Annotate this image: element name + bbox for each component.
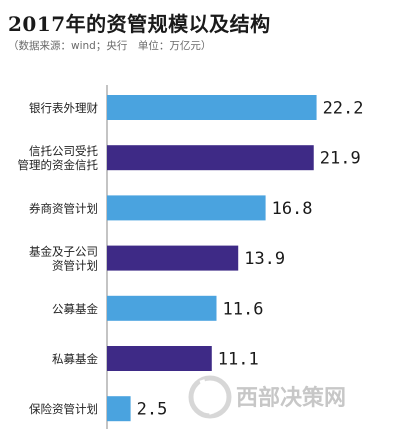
bar-3 [107, 195, 266, 221]
bar-1 [107, 95, 317, 120]
bar-6 [107, 346, 212, 371]
chart-title: 2017年的资管规模以及结构 [8, 12, 271, 36]
value-label-3: 16.8 [272, 199, 313, 219]
category-label-5: 公募基金 [52, 302, 98, 316]
category-label-4: 基金及子公司资管计划 [29, 245, 98, 273]
bar-2 [107, 145, 314, 171]
category-label-3: 券商资管计划 [29, 201, 98, 215]
category-label-7: 保险资管计划 [29, 402, 98, 416]
value-label-4: 13.9 [244, 249, 285, 269]
bar-4 [107, 245, 239, 271]
category-label-6: 私募基金 [52, 352, 98, 366]
bar-5 [107, 295, 217, 321]
value-label-6: 11.1 [218, 350, 259, 370]
value-label-2: 21.9 [320, 149, 361, 169]
category-label-2: 信托公司受托管理的资金信托 [18, 144, 99, 172]
category-label-1: 银行表外理财 [29, 101, 98, 115]
bar-7 [107, 396, 131, 422]
value-label-5: 11.6 [223, 299, 264, 319]
chart-subtitle: （数据来源：wind；央行 单位：万亿元） [8, 40, 212, 52]
value-label-1: 22.2 [323, 99, 364, 119]
value-label-7: 2.5 [137, 400, 168, 420]
